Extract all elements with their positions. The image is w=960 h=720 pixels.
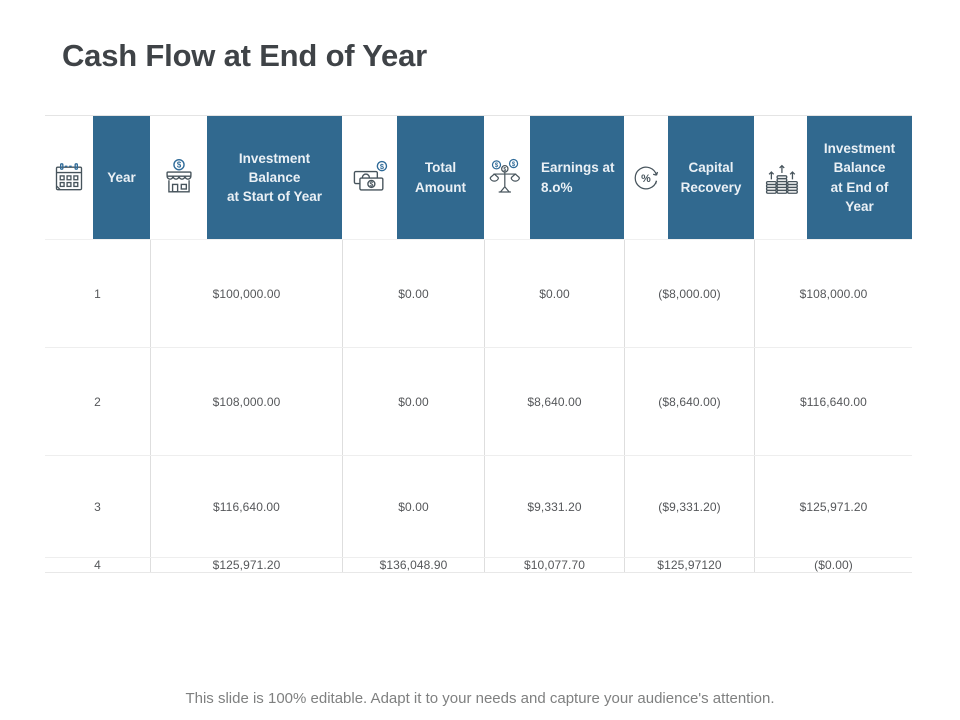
header-cell-total-amount: $ $ Total Amount [342, 116, 484, 239]
table-cell: $125,971.20 [754, 456, 912, 557]
column-header-label: Investment Balance at End of Year [807, 116, 912, 239]
table-cell: $9,331.20 [484, 456, 624, 557]
cell-value: $108,000.00 [799, 286, 868, 301]
table-row: 2 $108,000.00 $0.00 $8,640.00 ($8,640.00… [45, 347, 912, 455]
column-header-label: Investment Balance at Start of Year [207, 116, 342, 239]
header-cell-balance-start: $ Investment Balance at Start of Year [150, 116, 342, 239]
column-header-label: Year [93, 116, 150, 239]
cash-flow-table: Year $ I [45, 115, 912, 573]
svg-text:$: $ [512, 161, 516, 167]
scale-coins-icon: $ $ $ [484, 116, 530, 239]
cell-value: ($0.00) [814, 558, 853, 572]
table-cell: $0.00 [342, 240, 484, 347]
column-header-label: Earnings at 8.o% [530, 116, 624, 239]
cell-value: $9,331.20 [527, 499, 582, 514]
cell-value: $116,640.00 [800, 394, 867, 409]
header-cell-earnings: $ $ $ Earnings at [484, 116, 624, 239]
cell-value: $0.00 [539, 286, 570, 301]
column-header-label: Capital Recovery [668, 116, 754, 239]
cell-value: ($8,000.00) [658, 286, 721, 301]
svg-text:$: $ [495, 163, 499, 169]
table-cell: $116,640.00 [754, 348, 912, 455]
table-cell: $108,000.00 [150, 348, 342, 455]
cell-value: $125,97120 [657, 558, 722, 572]
table-cell: $8,640.00 [484, 348, 624, 455]
table-cell: $10,077.70 [484, 558, 624, 572]
footer-note: This slide is 100% editable. Adapt it to… [185, 690, 775, 707]
cell-value: $8,640.00 [527, 394, 582, 409]
page-title: Cash Flow at End of Year [62, 38, 427, 73]
svg-text:$: $ [176, 160, 181, 169]
calendar-icon [45, 116, 93, 239]
percent-circle-icon: % [624, 116, 668, 239]
cell-value: 3 [94, 499, 101, 514]
cell-value: $108,000.00 [212, 394, 281, 409]
svg-text:$: $ [503, 166, 506, 172]
table-cell: $136,048.90 [342, 558, 484, 572]
table-cell: $0.00 [342, 348, 484, 455]
table-cell: 2 [45, 348, 150, 455]
table-cell: $0.00 [484, 240, 624, 347]
table-cell: $125,97120 [624, 558, 754, 572]
cell-value: 4 [94, 558, 101, 572]
cell-value: 1 [94, 286, 101, 301]
header-cell-balance-end: Investment Balance at End of Year [754, 116, 912, 239]
header-cell-year: Year [45, 116, 150, 239]
table-cell: 3 [45, 456, 150, 557]
svg-text:$: $ [379, 161, 383, 170]
table-cell: $108,000.00 [754, 240, 912, 347]
banknotes-icon: $ $ [342, 116, 397, 239]
table-cell: $125,971.20 [150, 558, 342, 572]
cell-value: $10,077.70 [523, 558, 586, 572]
svg-text:%: % [641, 173, 651, 185]
store-dollar-icon: $ [150, 116, 207, 239]
table-row: 3 $116,640.00 $0.00 $9,331.20 ($9,331.20… [45, 455, 912, 557]
cell-value: $100,000.00 [212, 286, 281, 301]
header-cell-capital-recovery: % Capital Recovery [624, 116, 754, 239]
cell-value: $0.00 [398, 286, 429, 301]
table-cell: $0.00 [342, 456, 484, 557]
coin-stacks-icon [754, 116, 807, 239]
cell-value: $125,971.20 [212, 558, 281, 572]
table-header-row: Year $ I [45, 116, 912, 240]
table-row: 1 $100,000.00 $0.00 $0.00 ($8,000.00) $1… [45, 240, 912, 347]
table-cell: ($8,000.00) [624, 240, 754, 347]
table-cell: $116,640.00 [150, 456, 342, 557]
table-cell: 4 [45, 558, 150, 572]
table-row: 4 $125,971.20 $136,048.90 $10,077.70 $12… [45, 557, 912, 572]
column-header-label: Total Amount [397, 116, 484, 239]
cell-value: ($8,640.00) [658, 394, 721, 409]
table-cell: ($0.00) [754, 558, 912, 572]
cell-value: $125,971.20 [799, 499, 868, 514]
cell-value: ($9,331.20) [658, 499, 721, 514]
cell-value: 2 [94, 394, 101, 409]
cell-value: $136,048.90 [379, 558, 448, 572]
cell-value: $116,640.00 [213, 499, 280, 514]
cell-value: $0.00 [398, 394, 429, 409]
table-cell: ($9,331.20) [624, 456, 754, 557]
cell-value: $0.00 [398, 499, 429, 514]
svg-text:$: $ [369, 181, 373, 188]
table-cell: 1 [45, 240, 150, 347]
table-cell: $100,000.00 [150, 240, 342, 347]
table-cell: ($8,640.00) [624, 348, 754, 455]
